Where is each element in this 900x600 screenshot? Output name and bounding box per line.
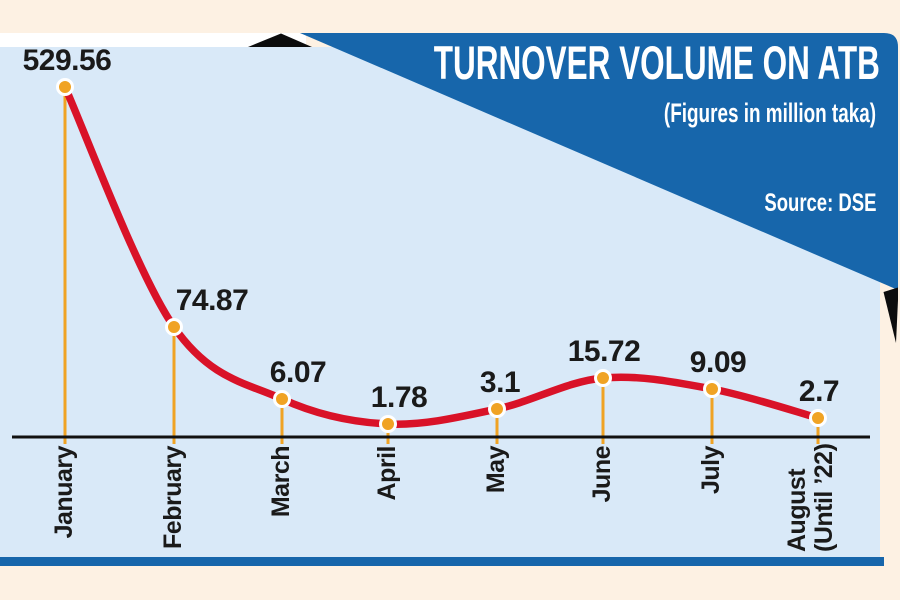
month-label-may: May xyxy=(482,446,510,494)
chart-subtitle: (Figures in million taka) xyxy=(663,98,876,128)
top-white-strip xyxy=(0,33,306,47)
value-label-july: 9.09 xyxy=(689,346,747,379)
bottom-accent-bar xyxy=(0,557,884,566)
month-label-july: July xyxy=(697,446,725,495)
month-label-june: June xyxy=(588,446,616,503)
month-label-april: April xyxy=(373,446,401,501)
month-label-february: February xyxy=(159,446,187,549)
chart-title: TURNOVER VOLUME ON ATB xyxy=(433,36,880,89)
value-label-april: 1.78 xyxy=(370,381,428,414)
value-label-may: 3.1 xyxy=(479,366,521,399)
month-label-august: August (Until ’22) xyxy=(783,443,838,552)
value-label-january: 529.56 xyxy=(22,44,112,77)
ribbon-fold-right-icon xyxy=(883,287,898,343)
value-label-march: 6.07 xyxy=(269,356,327,389)
month-label-march: March xyxy=(267,446,295,518)
value-label-june: 15.72 xyxy=(567,335,641,368)
value-label-august: 2.7 xyxy=(798,375,840,408)
value-label-february: 74.87 xyxy=(175,284,249,317)
month-label-january: January xyxy=(50,446,78,539)
source-note: Source: DSE xyxy=(763,189,876,217)
